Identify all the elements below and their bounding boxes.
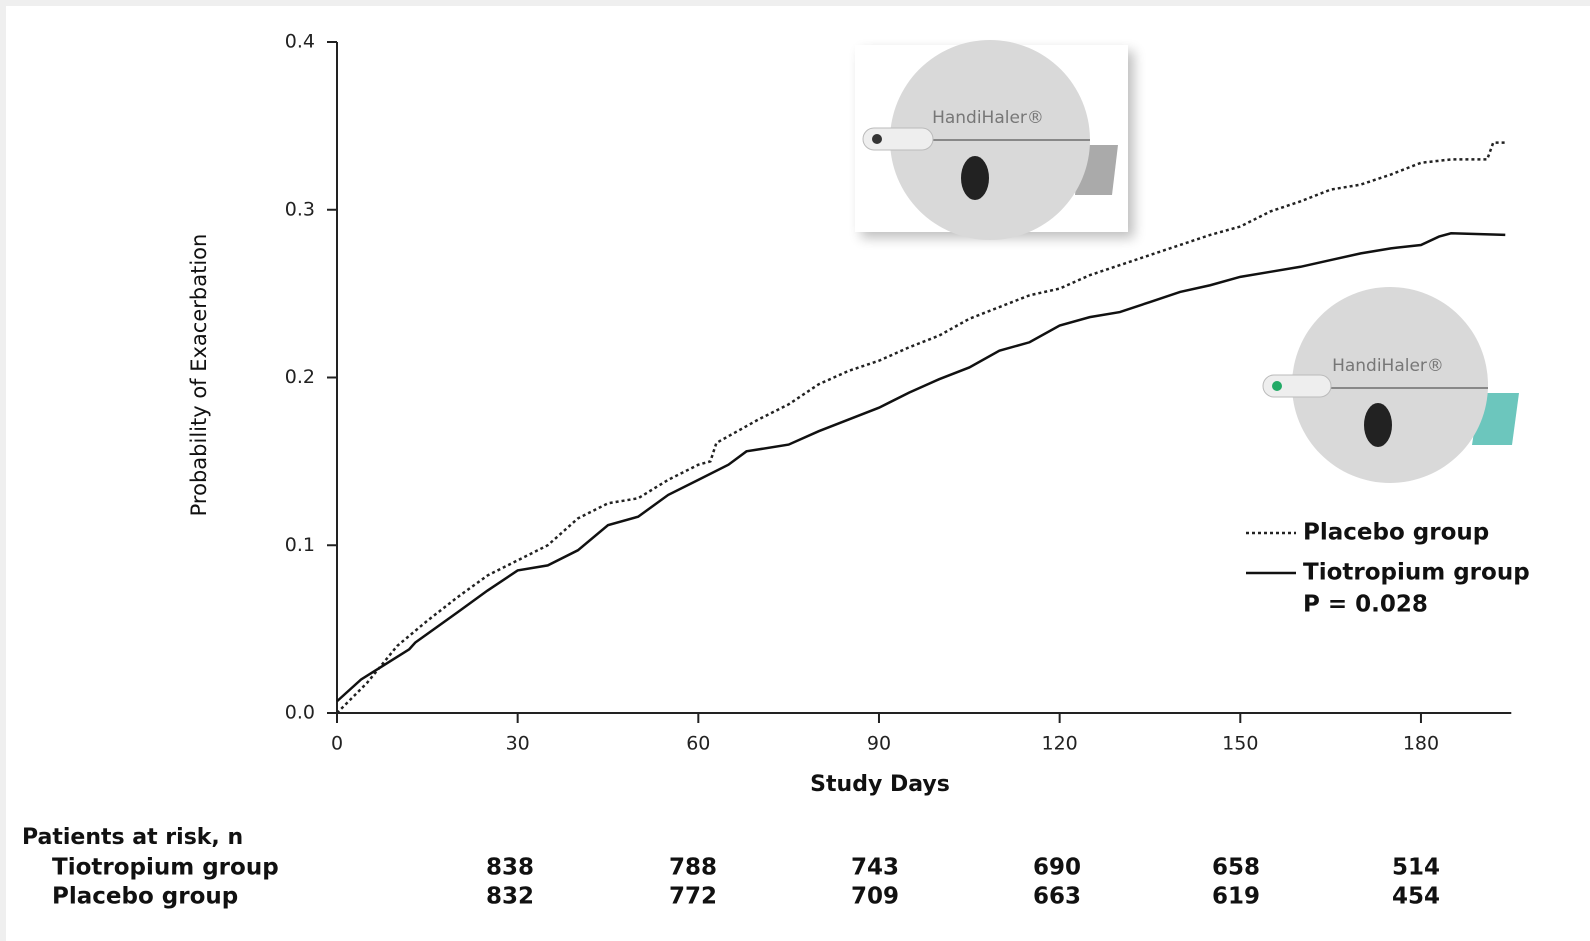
annotation: P = 0.028 [1303,592,1428,618]
inhaler-label: HandiHaler® [1332,356,1444,376]
x-tick-label: 150 [1222,733,1258,755]
window [1364,403,1392,447]
button-dot [872,134,882,144]
x-tick-label: 90 [867,733,891,755]
button [862,127,934,151]
risk-count: 514 [1392,855,1440,881]
legend-label: Placebo group [1303,520,1489,546]
y-axis-label: Probability of Exacerbation [187,234,211,517]
y-tick-label: 0.1 [285,534,315,556]
button [1262,374,1332,398]
inhaler-photo: HandiHaler® [1256,287,1529,483]
risk-count: 663 [1033,884,1081,910]
inhaler-photo: HandiHaler® [855,40,1134,240]
risk-row-name: Placebo group [52,884,238,910]
risk-count: 619 [1212,884,1260,910]
x-tick-label: 0 [331,733,343,755]
risk-count: 658 [1212,855,1260,881]
legend-label: Tiotropium group [1303,560,1530,586]
x-axis-label: Study Days [810,772,950,797]
button-dot [1272,381,1282,391]
series-line [336,141,1506,714]
y-tick-label: 0.3 [285,198,315,220]
inhaler-label: HandiHaler® [932,108,1044,128]
risk-count: 709 [851,884,899,910]
risk-row-name: Tiotropium group [52,855,279,881]
risk-count: 454 [1392,884,1440,910]
inhaler-body [1292,287,1488,483]
risk-count: 743 [851,855,899,881]
x-tick-label: 180 [1403,733,1439,755]
risk-count: 788 [669,855,717,881]
risk-count: 832 [486,884,534,910]
window [961,156,989,200]
y-tick-label: 0.4 [285,31,315,53]
x-tick-label: 120 [1042,733,1078,755]
x-tick-label: 30 [506,733,530,755]
risk-count: 690 [1033,855,1081,881]
y-tick-label: 0.2 [285,366,315,388]
risk-title: Patients at risk, n [22,825,243,850]
risk-count: 838 [486,855,534,881]
y-tick-label: 0.0 [285,702,315,724]
risk-count: 772 [669,884,717,910]
x-tick-label: 60 [686,733,710,755]
series-line [336,231,1506,703]
